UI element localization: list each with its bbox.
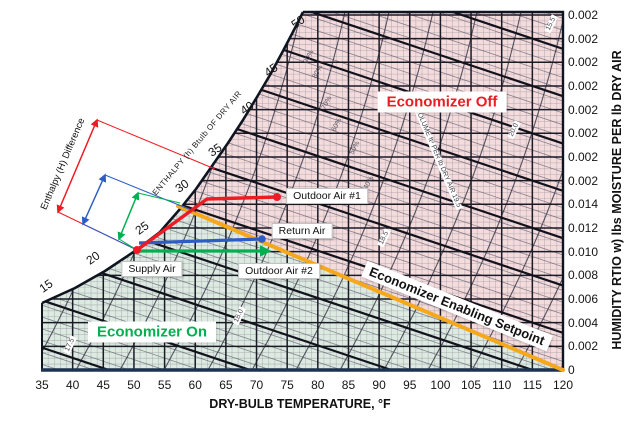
outdoor-air-1-line (135, 195, 278, 252)
x-tick: 100 (430, 377, 451, 392)
y-tick: 0.002 (568, 126, 599, 141)
x-axis-title: DRY-BULB TEMPERATURE, °F (209, 397, 391, 411)
return-air-line (138, 237, 263, 245)
economizer-off-label: Economizer Off (377, 91, 507, 113)
enthalpy-projection-lines (57, 119, 216, 251)
x-tick: 35 (35, 377, 49, 392)
x-tick: 115 (522, 377, 542, 392)
outdoor-air-1-point (273, 193, 281, 201)
x-tick: 75 (280, 377, 294, 392)
red-difference-arrow (56, 118, 99, 214)
x-tick: 55 (157, 377, 172, 392)
outdoor-air-2-tag: Outdoor Air #2 (238, 263, 320, 279)
x-tick: 60 (188, 377, 202, 392)
y-tick: 0.014 (568, 197, 599, 212)
y-tick: 0.002 (568, 102, 599, 117)
y-tick: 0.002 (568, 149, 599, 164)
supply-air-point (133, 246, 141, 254)
y-tick: 0.002 (568, 31, 599, 46)
x-tick: 85 (341, 377, 356, 392)
x-tick: 70 (249, 377, 264, 392)
air-process-lines (133, 193, 281, 257)
economizer-on-label: Economizer On (87, 321, 217, 343)
x-tick: 105 (461, 377, 482, 392)
y-tick: 0.002 (568, 339, 599, 354)
x-tick: 65 (219, 377, 233, 392)
green-difference-arrow (117, 191, 140, 241)
return-air-tag: Return Air (271, 223, 333, 239)
y-tick: 0.002 (568, 7, 599, 22)
y-tick: 0.008 (568, 268, 599, 283)
outdoor-air-1-tag: Outdoor Air #1 (286, 188, 368, 204)
x-tick: 95 (403, 377, 417, 392)
return-air-point (258, 235, 266, 243)
y-tick: 0.004 (568, 315, 599, 330)
supply-air-tag: Supply Air (121, 261, 183, 277)
enthalpy-difference-arrows (56, 118, 140, 241)
y-tick: 0.002 (568, 78, 599, 93)
y-tick: 0.002 (568, 173, 599, 188)
chart-border-top-right (303, 10, 565, 370)
saturation-curve (41, 11, 305, 305)
blue-difference-arrow (81, 173, 107, 226)
x-tick: 45 (96, 377, 110, 392)
x-tick: 90 (372, 377, 386, 392)
x-tick: 110 (492, 377, 512, 392)
setpoint-line (176, 204, 565, 372)
x-tick: 80 (311, 377, 325, 392)
y-axis-title: HUMIDITY RTIO w) lbs MOISTURE PER lb DRY… (610, 50, 624, 350)
y-tick: 0.012 (568, 220, 599, 235)
y-tick: 0.006 (568, 291, 599, 306)
y-tick: 0.010 (568, 244, 599, 259)
x-tick: 40 (65, 377, 80, 392)
x-tick: 50 (127, 377, 141, 392)
y-tick: 0.002 (568, 55, 599, 70)
x-tick: 120 (552, 377, 573, 392)
y-tick: 0 (568, 362, 575, 377)
